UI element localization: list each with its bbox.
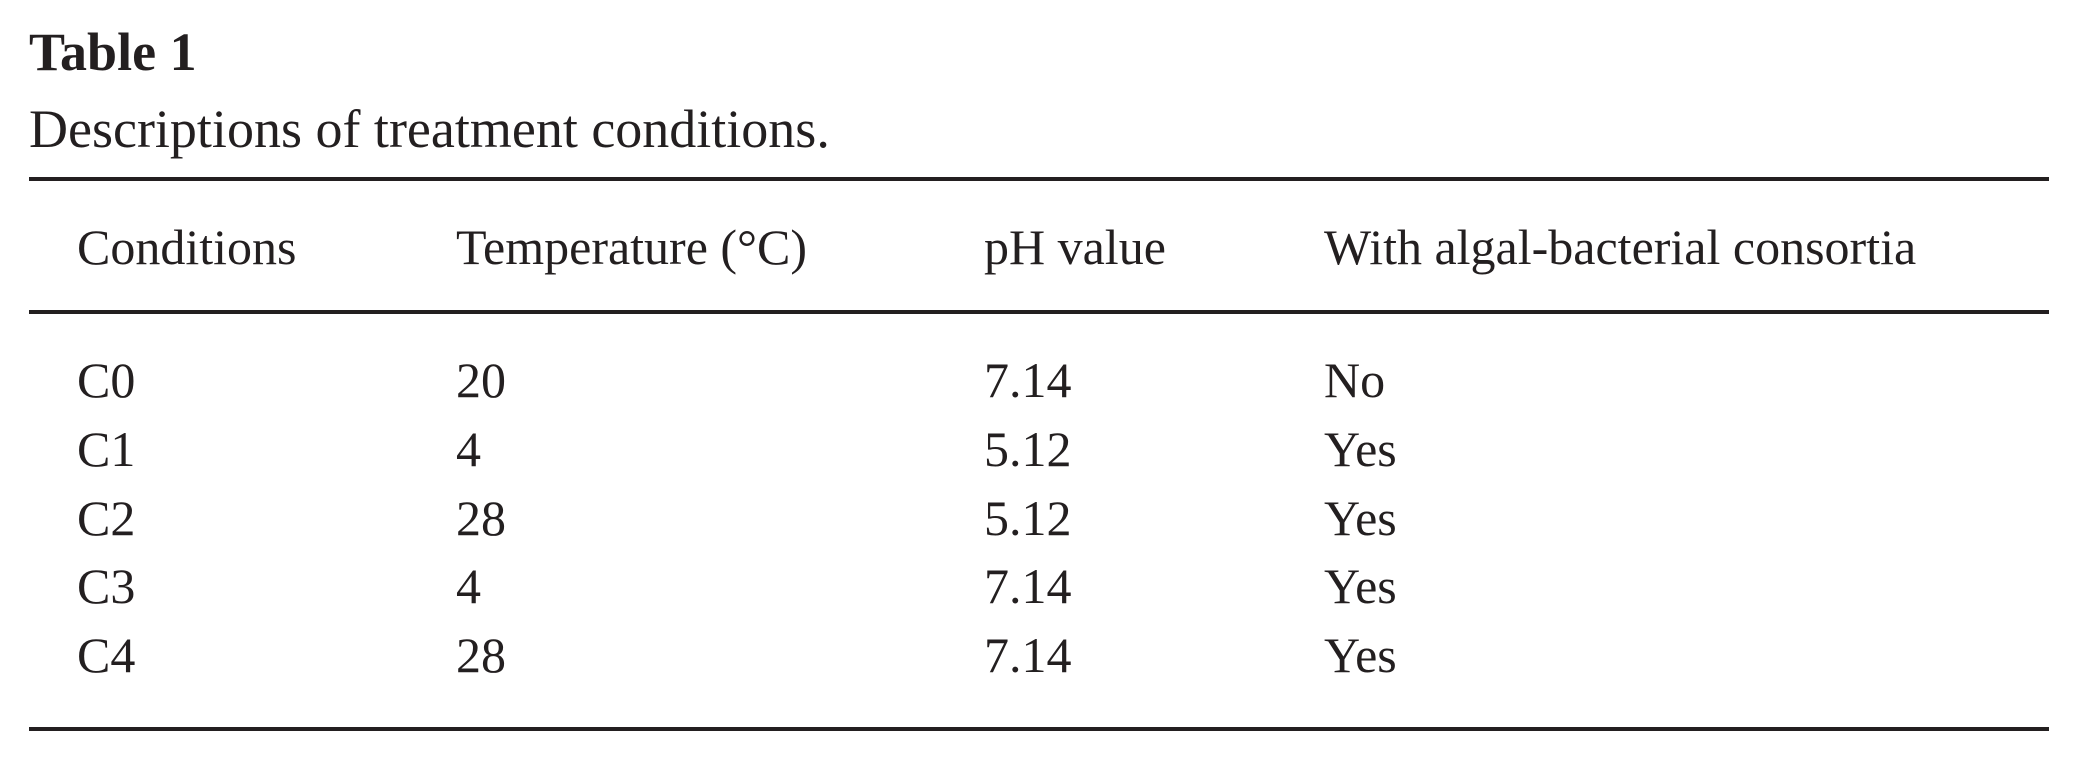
table-cell: No: [1324, 352, 1386, 408]
table-cell: 5.12: [984, 420, 1072, 477]
column-header: pH value: [984, 219, 1166, 275]
table-cell: 7.14: [984, 352, 1072, 408]
table-cell: Yes: [1324, 420, 1397, 477]
table-cell: C0: [77, 352, 136, 408]
table-cell: 4: [456, 420, 481, 477]
bottom-rule: [29, 727, 2049, 731]
table-cell: Yes: [1324, 558, 1397, 615]
table-caption: Descriptions of treatment conditions.: [29, 99, 830, 159]
table-cell: 4: [456, 558, 481, 615]
table-title: Table 1: [29, 22, 197, 82]
table-cell: 20: [456, 352, 506, 408]
table-cell: 7.14: [984, 558, 1072, 615]
top-rule: [29, 177, 2049, 181]
table-cell: 7.14: [984, 627, 1072, 684]
table-cell: C3: [77, 558, 136, 615]
table-cell: C1: [77, 420, 136, 477]
table-cell: 28: [456, 489, 506, 546]
table-cell: 5.12: [984, 489, 1072, 546]
column-header: Conditions: [77, 219, 297, 275]
table-cell: C2: [77, 489, 136, 546]
table-cell: Yes: [1324, 489, 1397, 546]
header-rule: [29, 310, 2049, 314]
column-header: With algal-bacterial consortia: [1324, 219, 1917, 275]
table-cell: C4: [77, 627, 136, 684]
table-cell: Yes: [1324, 627, 1397, 684]
column-header: Temperature (°C): [456, 219, 808, 275]
table-cell: 28: [456, 627, 506, 684]
